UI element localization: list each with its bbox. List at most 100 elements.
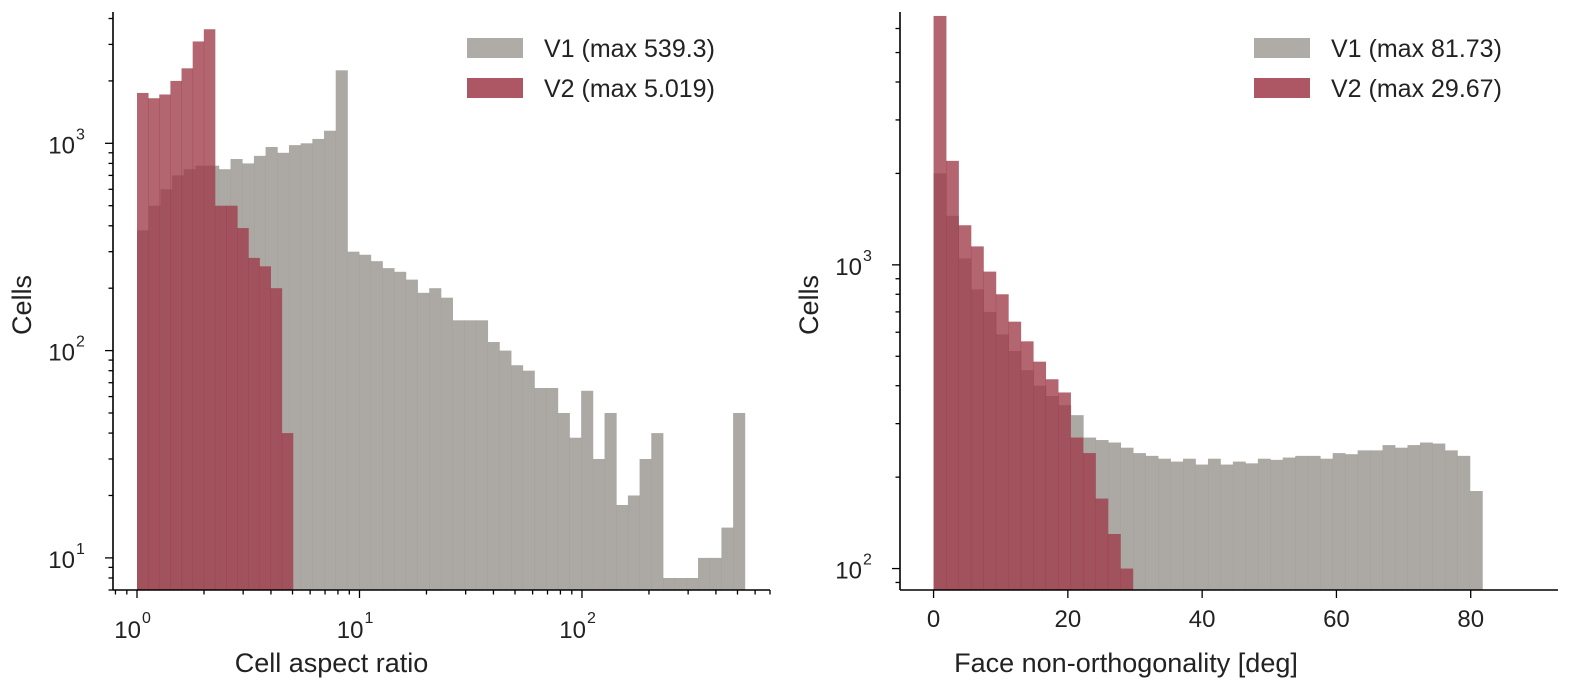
histogram-bar-2-s2-1: [946, 160, 959, 590]
histogram-bar-1-s1-37: [569, 437, 582, 590]
histogram-bar-1-s1-21: [382, 268, 395, 590]
histogram-bar-1-s2-6: [203, 29, 216, 590]
histogram-bar-1-s1-39: [592, 458, 605, 590]
histogram-bar-1-s1-36: [557, 413, 570, 590]
x-tick-label-2: 40: [1189, 606, 1216, 633]
legend-swatch-1-1: [467, 38, 523, 58]
histogram-bar-1-s1-35: [546, 388, 559, 590]
histogram-bar-1-s2-11: [259, 266, 272, 590]
histogram-bar-1-s2-2: [159, 94, 171, 591]
legend-swatch-1-2: [467, 78, 523, 98]
histogram-bar-2-s1-29: [1295, 455, 1309, 590]
histogram-bar-1-s1-22: [394, 271, 407, 590]
histogram-bar-2-s2-14: [1107, 533, 1121, 590]
histogram-bar-2-s1-24: [1232, 461, 1246, 590]
histogram-bar-1-s1-30: [487, 342, 500, 590]
histogram-bar-2-s1-31: [1320, 458, 1334, 590]
x-tick-label-2: 60: [1323, 606, 1350, 633]
histogram-bar-2-s1-35: [1370, 450, 1383, 590]
histogram-bar-2-s1-32: [1332, 453, 1346, 590]
histogram-bar-2-s1-20: [1183, 458, 1196, 590]
x-tick-label-1: 10: [337, 617, 364, 644]
y-tick-label-2: 10: [835, 558, 862, 585]
x-tick-label-exp-1: 2: [587, 610, 596, 627]
histogram-bar-1-s1-38: [581, 390, 594, 590]
histogram-bar-1-s1-41: [616, 504, 629, 590]
histogram-bar-1-s1-43: [639, 458, 652, 590]
y-tick-label-exp-1: 2: [76, 334, 85, 351]
histogram-bar-2-s1-40: [1432, 443, 1446, 590]
histogram-bar-1-s1-24: [417, 292, 430, 590]
histogram-bar-2-s1-15: [1120, 447, 1134, 590]
y-tick-label-1: 10: [48, 340, 75, 367]
x-tick-label-2: 0: [927, 606, 940, 633]
histogram-bar-2-s1-38: [1407, 445, 1421, 590]
y-tick-label-exp-2: 2: [863, 552, 872, 569]
y-tick-label-exp-1: 3: [76, 126, 85, 143]
histogram-bar-1-s2-10: [248, 257, 260, 590]
histogram-bar-1-s2-7: [214, 205, 227, 590]
histogram-bar-1-s2-13: [281, 433, 294, 590]
histogram-bar-2-s1-30: [1307, 455, 1321, 590]
histogram-bar-1-s2-12: [270, 288, 283, 590]
histogram-bar-1-s1-14: [300, 143, 313, 590]
histogram-bar-1-s1-45: [662, 577, 676, 590]
histogram-bar-2-s2-5: [995, 294, 1009, 590]
histogram-bar-1-s1-18: [347, 251, 360, 590]
histogram-bar-2-s1-22: [1207, 458, 1221, 590]
histogram-bar-1-s2-0: [137, 92, 149, 591]
histogram-bar-2-s1-28: [1282, 457, 1296, 590]
legend-label-2-2: V2 (max 29.67): [1331, 75, 1502, 103]
legend-swatch-2-1: [1254, 38, 1310, 58]
legend-label-1-1: V1 (max 539.3): [544, 35, 715, 63]
histogram-bar-1-s1-32: [511, 365, 524, 590]
histogram-bar-2-s1-17: [1145, 455, 1159, 590]
histogram-bar-1-s1-23: [405, 279, 418, 590]
y-tick-label-1: 10: [48, 547, 75, 574]
histogram-bar-2-s2-2: [958, 225, 972, 590]
histogram-bar-2-s2-4: [983, 271, 997, 590]
histogram-bar-1-s1-40: [604, 413, 617, 590]
histogram-bar-1-s1-50: [721, 527, 734, 590]
histogram-bar-1-s2-4: [181, 68, 194, 590]
histogram-bar-2-s2-15: [1120, 568, 1134, 590]
legend-label-2-1: V1 (max 81.73): [1331, 35, 1502, 63]
histogram-bar-2-s2-9: [1045, 379, 1059, 590]
x-axis-label-1: Cell aspect ratio: [235, 648, 429, 678]
histogram-bar-1-s1-17: [335, 70, 348, 590]
histogram-bar-1-s1-46: [674, 577, 687, 590]
histogram-bar-2-s2-10: [1058, 392, 1071, 590]
x-tick-label-2: 80: [1457, 606, 1484, 633]
histogram-bar-1-s1-16: [324, 130, 337, 591]
histogram-bar-1-s1-28: [464, 320, 477, 590]
histogram-bar-2-s2-8: [1033, 361, 1047, 590]
y-axis-label-1: Cells: [7, 275, 37, 335]
x-tick-label-1: 10: [559, 617, 586, 644]
histogram-bar-1-s1-27: [452, 320, 465, 590]
x-axis-label-2: Face non-orthogonality [deg]: [954, 648, 1298, 678]
y-tick-label-exp-2: 3: [863, 248, 872, 265]
histogram-bar-2-s2-11: [1070, 437, 1084, 590]
y-tick-label-2: 10: [835, 254, 862, 281]
histogram-bar-1-s1-47: [686, 577, 699, 590]
histogram-bar-2-s1-16: [1133, 453, 1146, 590]
histogram-bar-1-s1-33: [522, 370, 535, 590]
histogram-bar-2-s1-23: [1220, 464, 1234, 590]
x-tick-label-exp-1: 0: [142, 610, 151, 627]
histogram-bar-2-s1-34: [1357, 450, 1371, 590]
histogram-bar-1-s1-48: [698, 557, 711, 590]
legend-swatch-2-2: [1254, 78, 1310, 98]
histogram-bar-1-s1-49: [709, 557, 722, 590]
legend-label-1-2: V2 (max 5.019): [544, 75, 715, 103]
histogram-bar-1-s1-34: [534, 388, 547, 590]
y-axis-label-2: Cells: [794, 275, 824, 335]
histogram-bar-1-s2-8: [226, 205, 238, 590]
histogram-bar-2-s1-41: [1444, 450, 1458, 590]
histogram-bar-2-s1-21: [1195, 464, 1209, 590]
y-tick-label-exp-1: 1: [76, 541, 85, 558]
histogram-bar-1-s1-29: [475, 320, 489, 590]
histogram-bar-2-s2-7: [1020, 341, 1034, 590]
histogram-bar-1-s1-51: [733, 413, 746, 590]
histogram-bar-2-s2-0: [933, 15, 947, 590]
histogram-bar-1-s1-44: [651, 433, 664, 590]
